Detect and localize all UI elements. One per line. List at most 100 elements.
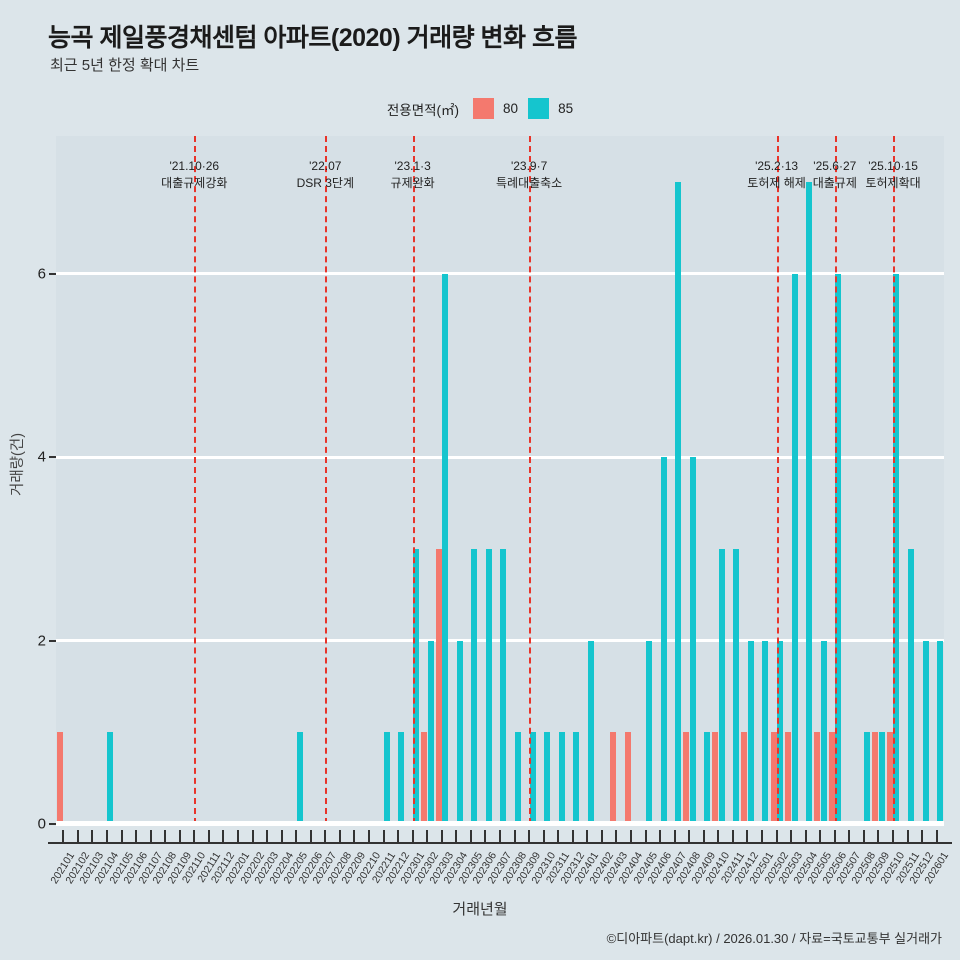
x-tick-202207 bbox=[324, 830, 327, 844]
bar-202512-85[interactable] bbox=[922, 640, 929, 824]
bar-202410-85[interactable] bbox=[718, 548, 725, 824]
x-tick-202505 bbox=[819, 830, 822, 844]
bar-202505-85[interactable] bbox=[820, 640, 827, 824]
bar-202503-80[interactable] bbox=[785, 732, 792, 824]
x-tick-202507 bbox=[848, 830, 851, 844]
bar-202101-80[interactable] bbox=[57, 732, 64, 824]
bar-202404-80[interactable] bbox=[625, 732, 632, 824]
x-axis: 202101 202102 202103 202104 202105 202106 2021… bbox=[48, 824, 952, 886]
x-tick-202103 bbox=[91, 830, 94, 844]
x-tick-202601 bbox=[935, 830, 938, 844]
bar-202406-85[interactable] bbox=[660, 457, 667, 824]
bar-202408-80[interactable] bbox=[683, 732, 690, 824]
bar-202405-85[interactable] bbox=[645, 640, 652, 824]
legend-entry-85[interactable]: 85 bbox=[528, 98, 573, 119]
bar-202510-85[interactable] bbox=[893, 273, 900, 824]
bar-202601-85[interactable] bbox=[937, 640, 944, 824]
x-tick-202407 bbox=[673, 830, 676, 844]
y-tick-label-6: 6 bbox=[37, 265, 46, 283]
bar-202407-85[interactable] bbox=[675, 181, 682, 824]
x-tick-202501 bbox=[761, 830, 764, 844]
bar-202305-85[interactable] bbox=[471, 548, 478, 824]
bar-202306-85[interactable] bbox=[485, 548, 492, 824]
x-tick-202111 bbox=[207, 830, 210, 844]
bar-202409-85[interactable] bbox=[704, 732, 711, 824]
x-tick-202405 bbox=[644, 830, 647, 844]
bar-202502-80[interactable] bbox=[770, 732, 777, 824]
x-tick-202212 bbox=[397, 830, 400, 844]
bar-202308-85[interactable] bbox=[514, 732, 521, 824]
bar-202502-85[interactable] bbox=[776, 640, 783, 824]
bar-202302-80[interactable] bbox=[421, 732, 428, 824]
bar-202205-85[interactable] bbox=[296, 732, 303, 824]
x-tick-202509 bbox=[877, 830, 880, 844]
plot-area bbox=[56, 136, 944, 826]
bar-202301-85[interactable] bbox=[413, 548, 420, 824]
bar-202312-85[interactable] bbox=[573, 732, 580, 824]
legend-swatch-85 bbox=[528, 98, 550, 119]
bar-202503-85[interactable] bbox=[791, 273, 798, 824]
bar-202104-85[interactable] bbox=[107, 732, 114, 824]
bar-202506-85[interactable] bbox=[835, 273, 842, 824]
x-tick-202307 bbox=[499, 830, 501, 844]
footer-credit: ©디아파트(dapt.kr) / 2026.01.30 / 자료=국토교통부 실… bbox=[606, 931, 942, 946]
x-tick-202502 bbox=[775, 830, 778, 844]
bar-202509-80[interactable] bbox=[872, 732, 879, 824]
event-label-202309: '23.9·7 특례대출축소 bbox=[496, 158, 562, 193]
y-tick-mark-6 bbox=[49, 272, 56, 275]
x-tick-202306 bbox=[484, 830, 487, 844]
bar-202211-85[interactable] bbox=[383, 732, 390, 824]
bar-202505-80[interactable] bbox=[814, 732, 821, 824]
bar-202510-80[interactable] bbox=[887, 732, 894, 824]
x-tick-202510 bbox=[892, 830, 895, 844]
x-tick-202409 bbox=[702, 830, 705, 844]
bar-202303-85[interactable] bbox=[442, 273, 449, 824]
bar-202307-85[interactable] bbox=[500, 548, 507, 824]
bar-202506-80[interactable] bbox=[828, 732, 835, 824]
bar-202304-85[interactable] bbox=[456, 640, 463, 824]
x-tick-202411 bbox=[731, 830, 734, 844]
bar-202410-80[interactable] bbox=[712, 732, 719, 824]
gridline-6 bbox=[56, 272, 944, 276]
x-tick-202408 bbox=[688, 830, 691, 844]
bar-202302-85[interactable] bbox=[427, 640, 434, 824]
bar-202310-85[interactable] bbox=[544, 732, 551, 824]
legend-entry-80[interactable]: 80 bbox=[473, 98, 518, 119]
event-date: '25.2·13 bbox=[755, 159, 799, 173]
x-tick-202203 bbox=[266, 830, 269, 844]
chart-subtitle: 최근 5년 한정 확대 차트 bbox=[50, 57, 200, 74]
x-tick-202304 bbox=[455, 830, 458, 844]
bar-202412-80[interactable] bbox=[741, 732, 748, 824]
bar-202504-85[interactable] bbox=[806, 181, 813, 824]
x-tick-202412 bbox=[746, 830, 749, 844]
bar-202508-85[interactable] bbox=[864, 732, 871, 824]
y-tick-label-4: 4 bbox=[37, 448, 46, 466]
event-name: 토허제확대 bbox=[865, 176, 921, 191]
bar-202212-85[interactable] bbox=[398, 732, 405, 824]
y-tick-mark-0 bbox=[49, 823, 56, 825]
x-tick-202511 bbox=[906, 830, 909, 844]
bar-202408-85[interactable] bbox=[689, 457, 696, 824]
x-tick-202404 bbox=[630, 830, 633, 844]
bar-202311-85[interactable] bbox=[558, 732, 565, 824]
gridline-2 bbox=[56, 639, 944, 643]
bar-202403-80[interactable] bbox=[610, 732, 617, 824]
event-name: 규제완화 bbox=[390, 176, 435, 191]
event-label-202301: '23.1·3 규제완화 bbox=[391, 158, 435, 193]
bar-202303-80[interactable] bbox=[435, 548, 442, 824]
bar-202309-85[interactable] bbox=[529, 732, 536, 824]
bar-202411-85[interactable] bbox=[733, 548, 740, 824]
event-line-202510 bbox=[893, 136, 896, 824]
bar-202501-85[interactable] bbox=[762, 640, 769, 824]
event-line-202301 bbox=[412, 136, 415, 824]
x-tick-202204 bbox=[280, 830, 283, 844]
bar-202511-85[interactable] bbox=[908, 548, 914, 824]
bar-202401-85[interactable] bbox=[587, 640, 594, 824]
event-line-202110 bbox=[194, 136, 197, 824]
bar-202412-85[interactable] bbox=[747, 640, 754, 824]
x-tick-202202 bbox=[251, 830, 254, 844]
x-tick-202102 bbox=[76, 830, 79, 844]
bar-202509-85[interactable] bbox=[878, 732, 885, 824]
